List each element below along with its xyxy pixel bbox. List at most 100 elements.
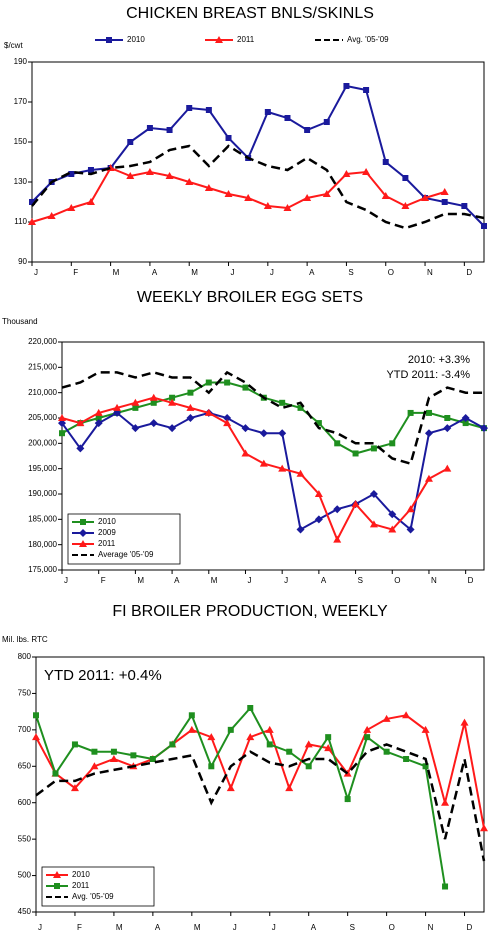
x-tick-label: A	[309, 268, 315, 277]
y-tick-label: 450	[18, 907, 32, 916]
data-point	[186, 105, 193, 111]
data-point	[406, 525, 415, 534]
data-point	[403, 756, 410, 762]
data-point	[422, 763, 429, 770]
data-point	[227, 726, 234, 733]
x-tick-label: D	[467, 923, 473, 932]
data-point	[259, 459, 268, 467]
y-tick-label: 500	[18, 871, 32, 880]
data-point	[204, 184, 213, 191]
y-tick-label: 90	[18, 257, 27, 266]
data-point	[247, 705, 254, 711]
data-point	[149, 756, 156, 762]
legend-label: 2011	[72, 881, 90, 890]
data-point	[407, 409, 414, 416]
data-point	[246, 733, 255, 741]
x-tick-label: M	[191, 268, 198, 277]
y-tick-label: 110	[14, 217, 27, 226]
x-tick-label: N	[428, 923, 434, 932]
legend-label: Avg. '05-'09	[347, 35, 389, 44]
data-point	[369, 490, 378, 498]
data-point	[370, 445, 377, 452]
x-tick-label: J	[270, 268, 274, 277]
data-point	[204, 408, 213, 416]
data-point	[314, 515, 323, 524]
x-tick-label: M	[113, 268, 120, 277]
data-point	[94, 419, 103, 428]
data-point	[265, 725, 274, 733]
data-point	[225, 135, 232, 141]
data-point	[187, 725, 196, 733]
data-point	[70, 784, 79, 792]
data-point	[334, 440, 341, 447]
data-point	[186, 414, 195, 422]
data-point	[244, 194, 253, 201]
data-point	[127, 139, 134, 145]
legend-label: 2011	[98, 539, 116, 548]
x-tick-label: S	[348, 268, 353, 277]
data-point	[443, 424, 452, 433]
data-point	[480, 824, 488, 832]
data-point	[369, 520, 378, 528]
data-point	[80, 519, 86, 525]
y-axis-label: Mil. lbs. RTC	[2, 635, 48, 644]
data-point	[424, 474, 433, 482]
data-point	[149, 419, 158, 428]
data-point	[47, 212, 56, 219]
data-point	[285, 784, 294, 792]
data-point	[208, 763, 215, 770]
data-point	[146, 125, 153, 131]
data-point	[444, 415, 451, 421]
x-tick-label: J	[247, 576, 251, 585]
legend-label: 2010	[98, 517, 116, 526]
y-tick-label: 600	[18, 798, 32, 807]
data-point	[71, 741, 78, 748]
data-point	[382, 159, 389, 165]
data-point	[362, 168, 371, 175]
data-point	[90, 762, 99, 770]
data-point	[186, 403, 195, 411]
data-point	[443, 464, 452, 472]
y-tick-label: 220,000	[28, 337, 57, 346]
data-point	[58, 419, 66, 428]
data-point	[94, 408, 103, 416]
data-point	[32, 733, 40, 741]
data-point	[425, 409, 432, 416]
data-point	[241, 424, 250, 433]
data-point	[441, 798, 450, 806]
plot-frame	[61, 341, 485, 571]
x-tick-label: J	[272, 923, 276, 932]
series-line	[61, 396, 448, 542]
x-tick-label: S	[350, 923, 355, 932]
data-point	[388, 525, 397, 533]
data-point	[91, 748, 98, 755]
annotation: YTD 2011: +0.4%	[44, 667, 162, 684]
x-tick-label: N	[427, 268, 433, 277]
x-tick-label: M	[211, 576, 218, 585]
series-line	[31, 144, 485, 230]
data-point	[381, 192, 390, 199]
x-tick-label: M	[116, 923, 123, 932]
data-point	[187, 389, 194, 396]
data-point	[53, 871, 61, 878]
legend-label: 2010	[127, 35, 145, 44]
data-point	[333, 505, 342, 514]
data-point	[79, 540, 87, 547]
data-point	[166, 127, 173, 133]
data-point	[224, 379, 231, 386]
data-point	[402, 175, 409, 181]
data-point	[342, 170, 351, 177]
data-point	[363, 725, 372, 733]
y-tick-label: 650	[18, 761, 32, 770]
data-point	[383, 748, 390, 755]
data-point	[145, 168, 154, 175]
y-tick-label: 195,000	[28, 464, 57, 473]
y-tick-label: 215,000	[28, 362, 57, 371]
data-point	[223, 414, 232, 422]
y-tick-label: 200,000	[28, 438, 57, 447]
x-tick-label: N	[431, 576, 437, 585]
data-point	[131, 398, 140, 406]
x-tick-label: J	[284, 576, 288, 585]
data-point	[33, 712, 39, 719]
